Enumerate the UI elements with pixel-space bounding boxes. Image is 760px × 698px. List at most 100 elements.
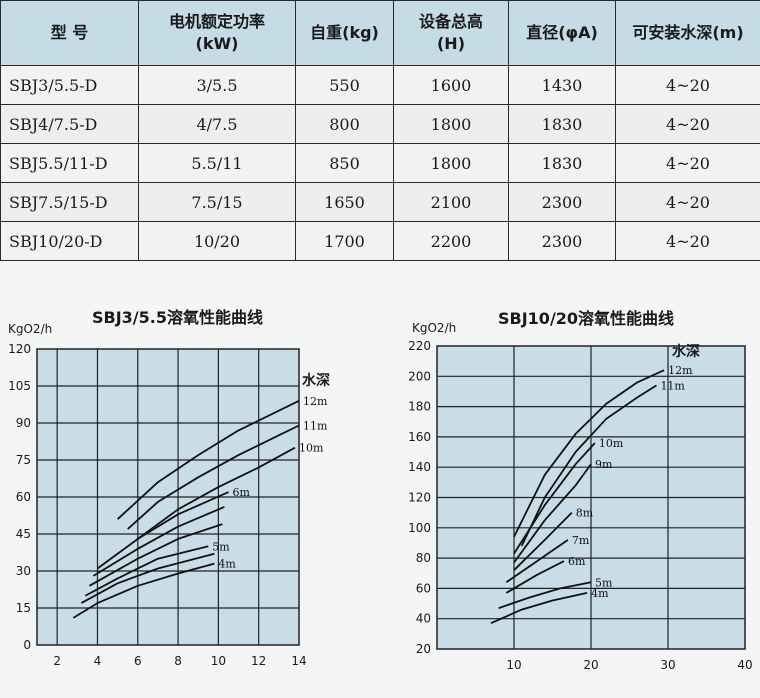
chart2-y-tick-label: 160 [408,430,431,444]
table-cell: 1600 [393,65,509,105]
chart1-series-line [137,446,296,540]
chart1-x-tick-label: 2 [53,654,61,668]
chart2-series-line [513,511,573,571]
chart1-series-line [92,506,225,577]
chart2-series-line [513,463,592,564]
chart1-y-tick-label: 30 [16,564,31,578]
chart1-series-line [96,491,229,570]
chart1-y-tick-label: 0 [23,638,31,652]
table-header-cell: 可安装水深(m) [615,0,760,66]
chart1-series-label: 11m [303,419,328,432]
chart2-title: SBJ10/20溶氧性能曲线 [498,309,675,328]
chart2-legend-title: 水深 [672,343,700,360]
table-cell: 4~20 [615,221,760,261]
chart2-y-tick-label: 40 [416,612,431,626]
model-cell: SBJ10/20-D [0,221,139,261]
spec-table-body: SBJ3/5.5-D 3/5.5 550 1600 1430 4~20 SBJ4/7.5-D… [0,65,760,261]
model-cell: SBJ3/5.5-D [0,65,139,105]
chart1-ylabel: KgO2/h [8,322,53,336]
chart2-series-line [498,581,592,609]
chart1-y-tick-label: 60 [16,490,31,504]
spec-table: 型 号电机额定功率 (kW) 自重(kg) 设备总高 (H) 直径(φA) 可安装水深(m)… [0,0,760,261]
table-row: SBJ5.5/11-D 5.5/11 850 1800 1830 4~20 [0,143,760,183]
table-cell: 4~20 [615,65,760,105]
chart2-y-tick-label: 120 [408,491,431,505]
chart2-series-label: 7m [572,534,590,547]
table-cell: 10/20 [138,221,296,261]
chart2-x-tick-label: 40 [737,658,752,672]
table-header-cell: 直径(φA) [508,0,616,66]
chart1-series-line [116,399,300,520]
chart1-series-line [88,523,223,587]
chart2-series-label: 8m [576,507,594,520]
chart2-y-tick-label: 140 [408,460,431,474]
model-cell: SBJ7.5/15-D [0,182,139,222]
chart2-series-line [520,384,657,547]
table-cell: 1830 [508,104,616,144]
chart1-y-tick-label: 45 [16,527,31,541]
table-cell: 1430 [508,65,616,105]
table-cell: 1800 [393,143,509,183]
chart2-series-label: 5m [595,576,613,589]
chart1-y-tick-label: 75 [16,453,31,467]
chart2-x-tick-label: 20 [583,658,598,672]
chart2-y-tick-label: 80 [416,551,431,565]
table-cell: 4~20 [615,182,760,222]
chart2-y-tick-label: 60 [416,581,431,595]
table-row: SBJ10/20-D 10/20 1700 2200 2300 4~20 [0,221,760,261]
table-cell: 4~20 [615,104,760,144]
spec-table-header: 型 号电机额定功率 (kW) 自重(kg) 设备总高 (H) 直径(φA) 可安装水深(m) [0,0,760,66]
chart2-y-tick-label: 100 [408,521,431,535]
model-cell: SBJ4/7.5-D [0,104,139,144]
chart1-y-tick-label: 15 [16,601,31,615]
table-cell: 7.5/15 [138,182,296,222]
chart1-series-line [127,424,300,530]
chart1-series-label: 6m [232,486,250,499]
chart1-series-label: 4m [218,558,236,571]
table-header-cell: 设备总高 (H) [393,0,509,66]
chart2-y-tick-label: 200 [408,369,431,383]
table-cell: 2100 [393,182,509,222]
chart1-title: SBJ3/5.5溶氧性能曲线 [92,308,263,327]
chart2-series-label: 10m [599,437,624,450]
table-cell: 4~20 [615,143,760,183]
table-header-cell: 型 号 [0,0,139,66]
chart1-x-tick-label: 12 [251,654,266,668]
table-cell: 1700 [295,221,394,261]
chart2-x-tick-label: 10 [506,658,521,672]
chart2-series-label: 6m [568,555,586,568]
table-row: SBJ3/5.5-D 3/5.5 550 1600 1430 4~20 [0,65,760,105]
chart1-x-tick-label: 6 [134,654,142,668]
chart2-series-line [513,442,596,555]
chart2-ylabel: KgO2/h [412,321,457,335]
chart1-x-tick-label: 10 [211,654,226,668]
table-row: SBJ4/7.5-D 4/7.5 800 1800 1830 4~20 [0,104,760,144]
chart1-x-tick-label: 8 [174,654,182,668]
chart2-series-line [513,369,665,538]
chart2-series-label: 12m [668,364,693,377]
table-cell: 550 [295,65,394,105]
chart1-x-tick-label: 4 [94,654,102,668]
chart1-x-tick-label: 14 [291,654,306,668]
table-cell: 4/7.5 [138,104,296,144]
chart2-y-tick-label: 20 [416,642,431,656]
chart2-y-tick-label: 220 [408,339,431,353]
chart1-y-tick-label: 90 [16,416,31,430]
chart2-series-line [490,592,588,625]
chart1-legend-title: 水深 [302,372,330,389]
table-cell: 2300 [508,221,616,261]
chart1-series-line [84,545,209,597]
table-cell: 850 [295,143,394,183]
chart1-series-line [80,552,215,604]
chart1-series-label: 5m [212,540,230,553]
chart2-x-tick-label: 30 [660,658,675,672]
table-cell: 2300 [508,182,616,222]
chart1-y-tick-label: 105 [8,379,31,393]
table-cell: 2200 [393,221,509,261]
table-row: SBJ7.5/15-D 7.5/15 1650 2100 2300 4~20 [0,182,760,222]
chart2-series-line [505,539,569,584]
chart1-y-tick-label: 120 [8,342,31,356]
chart2-series-label: 11m [660,379,685,392]
